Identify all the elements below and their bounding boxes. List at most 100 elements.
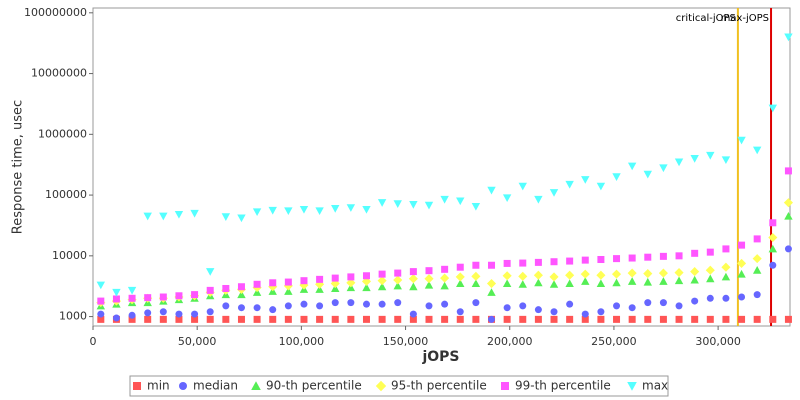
point xyxy=(784,315,792,323)
point xyxy=(362,315,370,323)
y-tick-label: 100000000 xyxy=(24,6,87,19)
point xyxy=(565,279,574,288)
point xyxy=(534,306,542,314)
point xyxy=(518,271,528,281)
point xyxy=(409,200,418,209)
point xyxy=(316,302,324,310)
point xyxy=(518,280,527,288)
point xyxy=(565,180,574,189)
point xyxy=(300,315,308,323)
legend-swatch xyxy=(251,381,261,390)
point xyxy=(424,280,434,289)
point xyxy=(596,270,606,280)
point xyxy=(769,219,777,227)
point xyxy=(424,201,434,210)
point xyxy=(441,315,449,323)
legend-label: min xyxy=(147,379,170,393)
point xyxy=(112,288,121,297)
point xyxy=(628,315,636,323)
point xyxy=(580,269,590,279)
point xyxy=(706,274,715,283)
point xyxy=(237,315,245,323)
point xyxy=(159,293,167,301)
point xyxy=(503,259,511,267)
point xyxy=(566,300,574,308)
point xyxy=(221,213,231,221)
point xyxy=(566,257,574,265)
point xyxy=(752,146,762,155)
point xyxy=(191,310,199,318)
legend-label: max xyxy=(642,379,668,393)
point xyxy=(159,315,167,323)
legend-label: 90-th percentile xyxy=(266,379,362,393)
point xyxy=(377,282,387,291)
point xyxy=(377,199,387,207)
point xyxy=(488,261,496,269)
point xyxy=(721,156,731,165)
point xyxy=(675,302,683,310)
point xyxy=(674,276,684,285)
point xyxy=(581,277,590,285)
legend-label: 99-th percentile xyxy=(515,379,611,393)
point xyxy=(658,268,668,278)
x-tick-label: 50,000 xyxy=(178,335,217,348)
point xyxy=(393,200,402,208)
point xyxy=(128,311,136,319)
point xyxy=(784,245,792,253)
point xyxy=(643,269,653,279)
x-axis-label: jOPS xyxy=(421,349,459,365)
point xyxy=(331,299,339,307)
point xyxy=(565,270,575,280)
point xyxy=(377,276,387,286)
point xyxy=(206,286,214,294)
point xyxy=(721,262,731,272)
point xyxy=(706,315,714,323)
point xyxy=(502,279,512,288)
point xyxy=(471,279,481,288)
point xyxy=(409,310,417,318)
x-tick-label: 100,000 xyxy=(279,335,325,348)
point xyxy=(174,210,184,219)
point xyxy=(144,309,152,317)
point xyxy=(519,315,527,323)
point xyxy=(675,315,683,323)
point xyxy=(533,270,543,280)
point xyxy=(222,315,230,323)
legend-swatch xyxy=(501,382,509,390)
point xyxy=(409,268,417,276)
point xyxy=(737,136,746,145)
point xyxy=(471,271,481,281)
point xyxy=(362,205,371,214)
point xyxy=(97,297,105,305)
point xyxy=(486,278,497,289)
point xyxy=(722,245,730,253)
point xyxy=(237,214,246,223)
point xyxy=(550,315,558,323)
point xyxy=(738,293,746,301)
point xyxy=(253,280,261,288)
point xyxy=(378,270,386,278)
point xyxy=(425,267,433,275)
point xyxy=(97,315,105,323)
point xyxy=(409,282,418,291)
point xyxy=(752,254,762,264)
point xyxy=(425,315,433,323)
point xyxy=(627,268,637,278)
legend-swatch xyxy=(375,380,387,392)
point xyxy=(315,207,324,216)
point xyxy=(300,300,308,308)
y-tick-label: 100000 xyxy=(45,188,87,201)
point xyxy=(456,308,464,316)
point xyxy=(362,300,370,308)
point xyxy=(784,33,793,42)
point xyxy=(534,258,542,266)
point xyxy=(597,256,605,264)
point xyxy=(175,310,183,318)
point xyxy=(691,315,699,323)
marker-label: critical-jOPS xyxy=(676,13,736,24)
point xyxy=(691,297,699,305)
point xyxy=(549,272,559,282)
point xyxy=(472,299,480,307)
point xyxy=(393,281,402,290)
point xyxy=(378,300,386,308)
